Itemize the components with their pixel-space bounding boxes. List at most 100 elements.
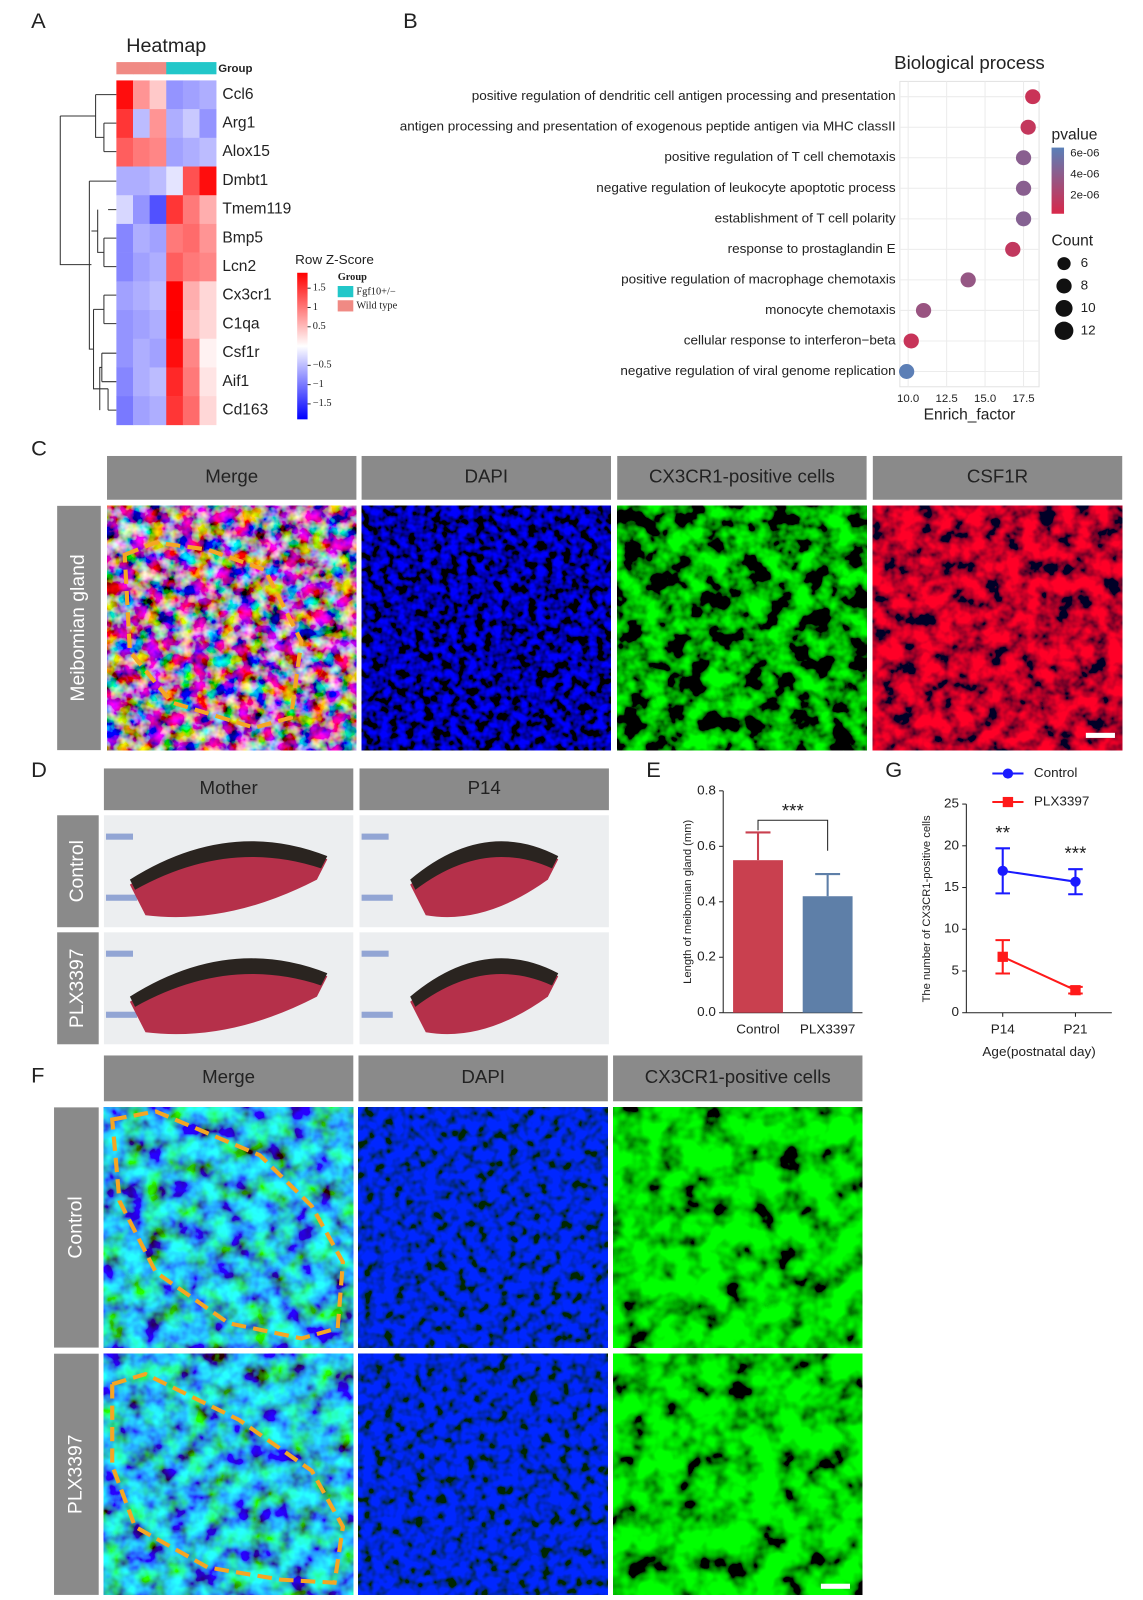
plot-area bbox=[899, 80, 1040, 388]
panel-header-label: DAPI bbox=[461, 1066, 505, 1087]
data-point bbox=[1070, 876, 1081, 887]
panel-header bbox=[872, 455, 1123, 500]
y-tick-label: 15 bbox=[944, 879, 959, 894]
heatmap-cell bbox=[149, 396, 167, 426]
panel-header-label: Mother bbox=[200, 777, 258, 798]
dot bbox=[1015, 150, 1032, 166]
photo-mark bbox=[105, 1011, 138, 1018]
group-bar bbox=[182, 62, 200, 75]
photo-mark bbox=[361, 950, 389, 957]
heatmap-cell bbox=[182, 223, 200, 253]
heatmap-cell bbox=[199, 367, 217, 397]
group-legend-label: Wild type bbox=[356, 301, 397, 312]
term-label: cellular response to interferon−beta bbox=[684, 333, 897, 348]
heatmap-cell bbox=[182, 310, 200, 340]
row-label: Control bbox=[66, 840, 88, 902]
panel-header-label: DAPI bbox=[464, 466, 508, 487]
error-bar bbox=[745, 831, 771, 861]
term-label: response to prostaglandin E bbox=[728, 241, 896, 256]
photo-mark bbox=[105, 894, 138, 901]
y-tick-label: 25 bbox=[944, 796, 959, 811]
x-tick-label: 15.0 bbox=[974, 393, 996, 405]
heatmap-cell bbox=[199, 310, 217, 340]
heatmap-cell bbox=[199, 281, 217, 311]
colorbar bbox=[297, 272, 308, 420]
y-tick-label: 0.0 bbox=[697, 1004, 716, 1019]
heatmap-cell bbox=[166, 396, 184, 426]
heatmap-cell bbox=[133, 338, 150, 368]
group-bar bbox=[116, 62, 134, 75]
y-axis-title: Length of meibomian gland (mm) bbox=[682, 820, 694, 984]
heatmap-cell bbox=[199, 166, 217, 196]
heatmap-cell bbox=[199, 223, 217, 253]
panel-header bbox=[361, 455, 611, 500]
dot bbox=[903, 333, 919, 349]
error-bar bbox=[815, 873, 841, 897]
panel-letter: F bbox=[31, 1063, 44, 1088]
dot bbox=[1015, 180, 1032, 196]
term-label: positive regulation of macrophage chemot… bbox=[621, 272, 896, 287]
micrograph bbox=[358, 1107, 608, 1348]
heatmap-cell bbox=[149, 166, 167, 196]
heatmap-cell bbox=[116, 281, 134, 311]
x-axis-title: Enrich_factor bbox=[924, 406, 1016, 423]
term-label: antigen processing and presentation of e… bbox=[400, 119, 896, 134]
scale-bar bbox=[820, 1583, 850, 1589]
row-label: Cd163 bbox=[222, 402, 268, 419]
panel-header bbox=[613, 1055, 863, 1102]
colorbar-tick-label: 0.5 bbox=[313, 321, 326, 332]
panel-header bbox=[103, 768, 354, 811]
size-legend-dot bbox=[1057, 257, 1071, 271]
heatmap-cell bbox=[116, 338, 134, 368]
heatmap-cell bbox=[166, 80, 184, 110]
legend-label: Control bbox=[1034, 765, 1078, 780]
group-label: Group bbox=[218, 63, 252, 75]
dot bbox=[1015, 211, 1032, 227]
heatmap-cell bbox=[116, 310, 134, 340]
heatmap-cell bbox=[133, 80, 150, 110]
x-tick-label: 12.5 bbox=[936, 393, 958, 405]
bar bbox=[733, 860, 783, 1013]
significance-label: *** bbox=[782, 800, 804, 821]
row-label-bar bbox=[54, 1353, 99, 1595]
group-bar bbox=[166, 62, 184, 75]
heatmap-cell bbox=[182, 195, 200, 225]
panel-header bbox=[359, 768, 609, 811]
group-legend-title: Group bbox=[338, 272, 367, 283]
heatmap-cell bbox=[133, 310, 150, 340]
color-legend-bar bbox=[1051, 147, 1065, 214]
heatmap-cell bbox=[116, 367, 134, 397]
dot bbox=[1020, 119, 1036, 135]
heatmap-cell bbox=[133, 367, 150, 397]
gland-outline bbox=[110, 1371, 346, 1585]
heatmap-cell bbox=[199, 109, 217, 139]
panel-letter: C bbox=[31, 436, 47, 461]
y-axis-title: The number of CX3CR1-positive cells bbox=[921, 815, 933, 1002]
panel-header bbox=[617, 455, 867, 500]
heatmap-cell bbox=[116, 109, 134, 139]
panel-letter: E bbox=[646, 757, 661, 782]
micrograph bbox=[613, 1107, 863, 1348]
row-label: Arg1 bbox=[222, 115, 255, 132]
heatmap-cell bbox=[133, 109, 150, 139]
colorbar-tick-label: 1 bbox=[313, 302, 318, 313]
row-label: Alox15 bbox=[222, 143, 270, 160]
size-legend-dot bbox=[1054, 321, 1074, 340]
panel-header bbox=[103, 1055, 354, 1102]
term-label: positive regulation of T cell chemotaxis bbox=[664, 149, 896, 164]
panel-header bbox=[358, 1055, 608, 1102]
size-legend-dot bbox=[1056, 278, 1072, 294]
y-tick-label: 5 bbox=[952, 963, 960, 978]
heatmap-cell bbox=[116, 166, 134, 196]
heatmap-cell bbox=[199, 195, 217, 225]
x-tick-label: P14 bbox=[991, 1022, 1016, 1037]
row-label: Csf1r bbox=[222, 344, 259, 361]
panel-letters: A B C D E F G bbox=[31, 8, 902, 1087]
x-tick-label: P21 bbox=[1063, 1022, 1087, 1037]
heatmap-cell bbox=[166, 223, 184, 253]
heatmap-cell bbox=[133, 166, 150, 196]
panel-letter: B bbox=[403, 8, 418, 33]
micrograph bbox=[107, 505, 357, 751]
panel-header-label: CX3CR1-positive cells bbox=[645, 1066, 831, 1087]
